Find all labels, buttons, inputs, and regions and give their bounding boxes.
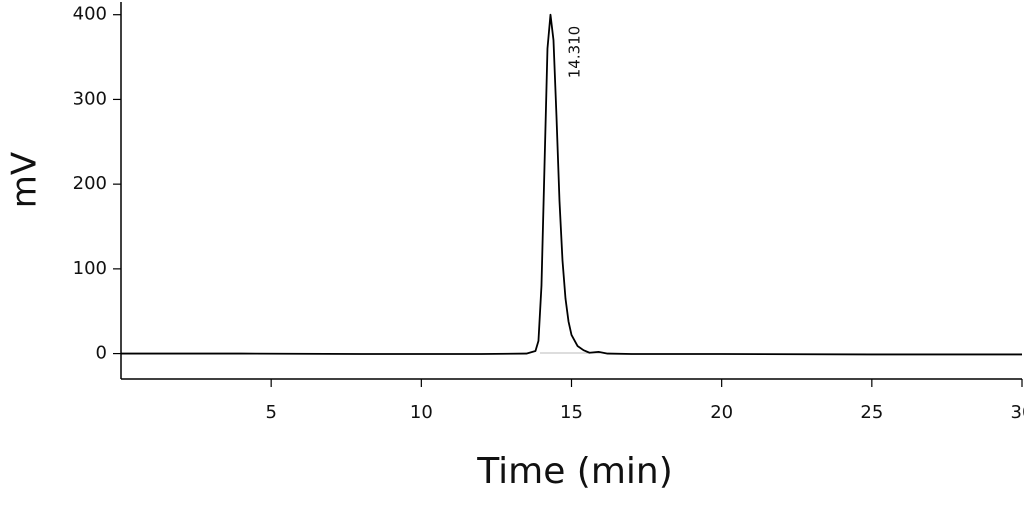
peak-label: 14.310 xyxy=(565,26,583,79)
x-tick-label: 25 xyxy=(860,402,883,423)
signal-line xyxy=(121,13,1022,356)
y-tick-label: 300 xyxy=(73,88,107,109)
x-tick-label: 30 xyxy=(1011,402,1024,423)
x-tick-label: 5 xyxy=(265,402,276,423)
x-tick-label: 10 xyxy=(410,402,433,423)
x-tick-label: 15 xyxy=(560,402,583,423)
y-tick-label: 0 xyxy=(96,343,107,364)
x-axis-label: Time (min) xyxy=(476,451,673,492)
y-tick-label: 200 xyxy=(73,173,107,194)
y-axis-label: mV xyxy=(5,152,45,208)
x-tick-label: 20 xyxy=(710,402,733,423)
y-tick-label: 100 xyxy=(73,258,107,279)
y-tick-label: 400 xyxy=(73,4,107,25)
